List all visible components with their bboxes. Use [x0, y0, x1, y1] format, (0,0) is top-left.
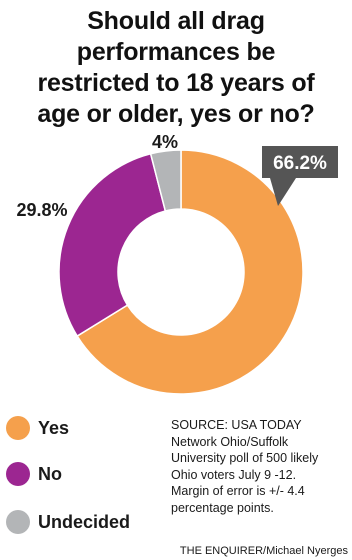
svg-text:66.2%: 66.2%	[273, 153, 327, 174]
chart-title: Should all drag performances be restrict…	[0, 6, 352, 130]
slice-no	[58, 152, 167, 338]
legend-label-no: No	[38, 464, 62, 484]
source-line: University poll of 500 likely	[171, 451, 319, 465]
data-label-no: 29.8%	[16, 200, 67, 220]
legend-swatch-undecided	[6, 510, 30, 534]
title-line: performances be	[76, 38, 276, 66]
slice-undecided	[149, 149, 182, 212]
legend-item-no: No	[6, 460, 166, 490]
credit: THE ENQUIRER/Michael Nyerges	[179, 545, 348, 557]
title-line: restricted to 18 years of	[37, 69, 315, 97]
source-line: SOURCE: USA TODAY	[171, 418, 302, 432]
legend-swatch-yes	[6, 416, 30, 440]
source-line: percentage points.	[171, 500, 274, 515]
legend-label-yes: Yes	[38, 418, 70, 438]
title-line: Should all drag	[87, 7, 265, 35]
data-label-undecided: 4%	[152, 132, 178, 152]
legend-item-yes: Yes	[6, 414, 166, 444]
slice-yes	[76, 149, 304, 395]
legend-item-undecided: Undecided	[6, 508, 166, 538]
source-line: Ohio voters July 9 -12.	[171, 467, 297, 482]
source-note: SOURCE: USA TODAY Network Ohio/Suffolk U…	[171, 417, 351, 516]
source-line: Margin of error is +/- 4.4	[171, 484, 305, 498]
data-label-yes: 66.2%	[262, 146, 338, 206]
legend-label-undecided: Undecided	[38, 512, 131, 532]
title-line: age or older, yes or no?	[37, 100, 315, 128]
legend-swatch-no	[6, 462, 30, 486]
source-line: Network Ohio/Suffolk	[171, 434, 289, 449]
